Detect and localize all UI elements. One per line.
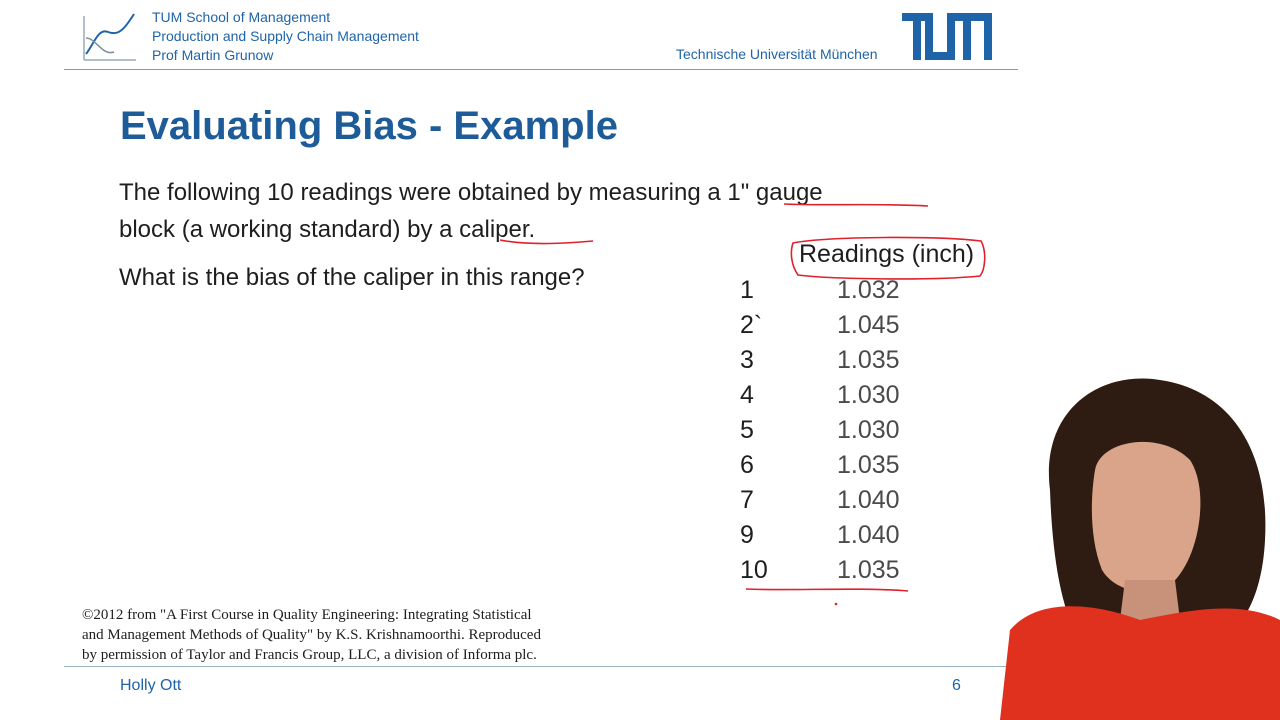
reading-value: 1.040 (837, 486, 900, 514)
reading-row: 4 1.030 (738, 381, 938, 416)
reading-index: 2` (740, 311, 763, 339)
chair-name: Production and Supply Chain Management (152, 28, 419, 44)
reading-row: 10 1.035 (738, 556, 938, 591)
professor-name: Prof Martin Grunow (152, 47, 274, 63)
presenter-top (1000, 606, 1280, 720)
reading-row: 3 1.035 (738, 346, 938, 381)
presenter-face (1091, 441, 1201, 592)
reading-row: 2` 1.045 (738, 311, 938, 346)
citation: ©2012 from "A First Course in Quality En… (82, 605, 541, 665)
reading-value: 1.035 (837, 556, 900, 584)
reading-row: 9 1.040 (738, 521, 938, 556)
reading-value: 1.040 (837, 521, 900, 549)
reading-row: 1 1.032 (738, 276, 938, 311)
readings-header: Readings (inch) (799, 240, 975, 268)
reading-row: 6 1.035 (738, 451, 938, 486)
reading-index: 3 (740, 346, 754, 374)
reading-index: 9 (740, 521, 754, 549)
footer-divider (64, 666, 1018, 667)
school-info: TUM School of Management Production and … (152, 8, 419, 65)
intro-text: The following 10 readings were obtained … (119, 174, 823, 248)
reading-index: 1 (740, 276, 754, 304)
reading-index: 7 (740, 486, 754, 514)
presenter-video (1000, 378, 1280, 720)
reading-value: 1.035 (837, 346, 900, 374)
citation-line-2: and Management Methods of Quality" by K.… (82, 627, 541, 643)
intro-line-1: The following 10 readings were obtained … (119, 179, 823, 206)
tum-logo-icon (902, 13, 992, 60)
reading-value: 1.030 (837, 416, 900, 444)
university-name: Technische Universität München (676, 46, 878, 62)
school-name: TUM School of Management (152, 9, 331, 25)
citation-line-1: ©2012 from "A First Course in Quality En… (82, 607, 532, 623)
citation-line-3: by permission of Taylor and Francis Grou… (82, 647, 537, 663)
question-text: What is the bias of the caliper in this … (119, 264, 585, 291)
header-divider (64, 69, 1018, 70)
reading-index: 4 (740, 381, 754, 409)
reading-row: 5 1.030 (738, 416, 938, 451)
reading-value: 1.045 (837, 311, 900, 339)
page-number: 6 (952, 677, 961, 694)
presenter-name: Holly Ott (120, 677, 182, 694)
presenter-neck (1120, 580, 1180, 620)
reading-index: 6 (740, 451, 754, 479)
reading-value: 1.035 (837, 451, 900, 479)
annotation-dot (834, 602, 838, 606)
readings-table: 1 1.032 2` 1.045 3 1.035 4 1.030 5 1.030 6 1.0… (738, 276, 938, 591)
reading-value: 1.032 (837, 276, 900, 304)
slide-title: Evaluating Bias - Example (120, 104, 618, 148)
reading-row: 7 1.040 (738, 486, 938, 521)
intro-line-2: block (a working standard) by a caliper. (119, 216, 536, 243)
reading-value: 1.030 (837, 381, 900, 409)
reading-index: 10 (740, 556, 768, 584)
school-logo-icon (83, 13, 136, 61)
reading-index: 5 (740, 416, 754, 444)
